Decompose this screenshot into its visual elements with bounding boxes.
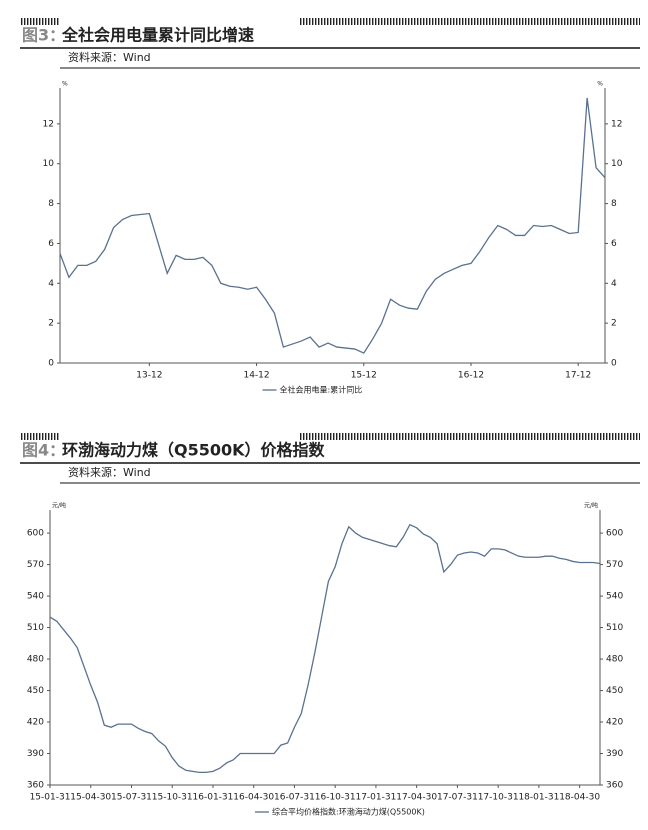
- x-tick-label: 17-01-31: [355, 793, 396, 803]
- y2-tick-label: 0: [611, 359, 617, 369]
- y-unit: 元/吨: [52, 502, 66, 510]
- y-tick-label: 480: [27, 655, 44, 665]
- data-line: [59, 97, 606, 354]
- x-tick-label: 18-04-30: [559, 793, 600, 803]
- y2-unit: 元/吨: [584, 502, 598, 510]
- y2-tick-label: 360: [606, 781, 623, 791]
- y2-tick-label: 480: [606, 655, 623, 665]
- y2-unit: %: [597, 81, 603, 88]
- x-tick-label: 15-04-30: [70, 793, 111, 803]
- x-tick-label: 17-10-31: [478, 793, 519, 803]
- header-hatch: [20, 18, 60, 25]
- figure-label: 图3：: [22, 26, 65, 45]
- source: 资料来源：Wind: [68, 50, 151, 64]
- y2-tick-label: 450: [606, 686, 623, 696]
- x-tick-label: 13-12: [136, 371, 162, 381]
- header-hatch: [300, 18, 640, 25]
- y-tick-label: 8: [48, 199, 54, 209]
- y2-tick-label: 390: [606, 749, 623, 759]
- x-tick-label: 18-01-31: [518, 793, 559, 803]
- header-hatch: [300, 433, 640, 440]
- source: 资料来源：Wind: [68, 465, 151, 479]
- y-tick-label: 2: [48, 319, 54, 329]
- figure-label: 图4：: [22, 441, 65, 460]
- legend-label: 综合平均价格指数:环渤海动力煤(Q5500K): [272, 807, 425, 817]
- y-tick-label: 570: [27, 560, 44, 570]
- x-tick-label: 15-10-31: [152, 793, 193, 803]
- x-tick-label: 16-07-31: [274, 793, 315, 803]
- figure-title: 全社会用电量累计同比增速: [61, 26, 254, 45]
- y2-tick-label: 600: [606, 529, 623, 539]
- x-tick-label: 16-04-30: [233, 793, 274, 803]
- y-tick-label: 450: [27, 686, 44, 696]
- y2-tick-label: 2: [611, 319, 617, 329]
- y2-tick-label: 8: [611, 199, 617, 209]
- y-tick-label: 4: [48, 279, 54, 289]
- y-unit: %: [62, 81, 68, 88]
- y-tick-label: 6: [48, 239, 54, 249]
- y-tick-label: 420: [27, 718, 44, 728]
- x-tick-label: 15-07-31: [111, 793, 152, 803]
- y-tick-label: 0: [48, 359, 54, 369]
- y-tick-label: 360: [27, 781, 44, 791]
- y2-tick-label: 570: [606, 560, 623, 570]
- y-tick-label: 390: [27, 749, 44, 759]
- label-box: [20, 27, 62, 45]
- label-box: [20, 442, 62, 460]
- y2-tick-label: 6: [611, 239, 617, 249]
- y-tick-label: 540: [27, 592, 44, 602]
- x-tick-label: 16-12: [458, 371, 484, 381]
- y-tick-label: 12: [43, 119, 54, 129]
- y-tick-label: 510: [27, 623, 44, 633]
- y2-tick-label: 540: [606, 592, 623, 602]
- x-tick-label: 16-10-31: [315, 793, 356, 803]
- x-tick-label: 15-12: [351, 371, 377, 381]
- legend-label: 全社会用电量:累计同比: [280, 385, 363, 395]
- y2-tick-label: 10: [611, 159, 623, 169]
- x-tick-label: 16-01-31: [193, 793, 234, 803]
- y2-tick-label: 420: [606, 718, 623, 728]
- x-tick-label: 17-12: [565, 371, 591, 381]
- y2-tick-label: 4: [611, 279, 617, 289]
- header-hatch: [20, 433, 60, 440]
- y-tick-label: 10: [43, 159, 55, 169]
- y2-tick-label: 12: [611, 119, 622, 129]
- figure-title: 环渤海动力煤（Q5500K）价格指数: [62, 441, 326, 460]
- x-tick-label: 17-04-30: [396, 793, 437, 803]
- y-tick-label: 600: [27, 529, 44, 539]
- x-tick-label: 17-07-31: [437, 793, 478, 803]
- data-line: [49, 523, 601, 774]
- x-tick-label: 15-01-31: [30, 793, 71, 803]
- x-tick-label: 14-12: [243, 371, 269, 381]
- y2-tick-label: 510: [606, 623, 623, 633]
